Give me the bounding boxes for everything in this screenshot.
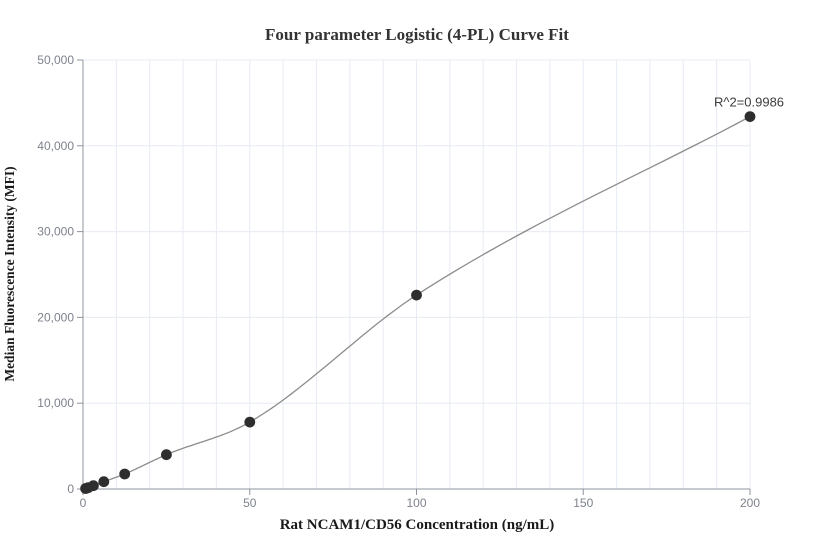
data-point bbox=[411, 289, 422, 301]
y-tick-label: 30,000 bbox=[37, 225, 74, 239]
data-point bbox=[119, 468, 131, 480]
data-point bbox=[244, 416, 256, 428]
y-tick-label: 50,000 bbox=[37, 53, 74, 67]
data-point bbox=[88, 480, 99, 492]
y-tick-label: 20,000 bbox=[37, 310, 74, 324]
data-point bbox=[161, 449, 172, 461]
y-axis-label: Median Fluorescence Intensity (MFI) bbox=[2, 166, 17, 381]
data-points bbox=[80, 111, 756, 494]
y-tick-label: 40,000 bbox=[37, 139, 74, 153]
axes bbox=[77, 59, 751, 495]
x-tick-label: 150 bbox=[573, 496, 593, 510]
y-tick-label: 0 bbox=[67, 482, 74, 496]
data-point bbox=[744, 111, 756, 122]
x-tick-label: 100 bbox=[406, 496, 426, 510]
data-point bbox=[98, 476, 110, 488]
chart-title: Four parameter Logistic (4-PL) Curve Fit bbox=[265, 25, 569, 44]
grid bbox=[83, 59, 751, 489]
x-tick-label: 200 bbox=[740, 496, 760, 510]
tick-labels: 0 50 100 150 200 0 10,000 20,000 30,000 40,000 50,… bbox=[37, 53, 760, 510]
x-axis-label: Rat NCAM1/CD56 Concentration (ng/mL) bbox=[280, 517, 555, 533]
y-tick-label: 10,000 bbox=[37, 396, 74, 410]
x-tick-label: 50 bbox=[243, 496, 257, 510]
r-squared-annotation: R^2=0.9986 bbox=[714, 95, 784, 110]
x-tick-label: 0 bbox=[80, 496, 87, 510]
